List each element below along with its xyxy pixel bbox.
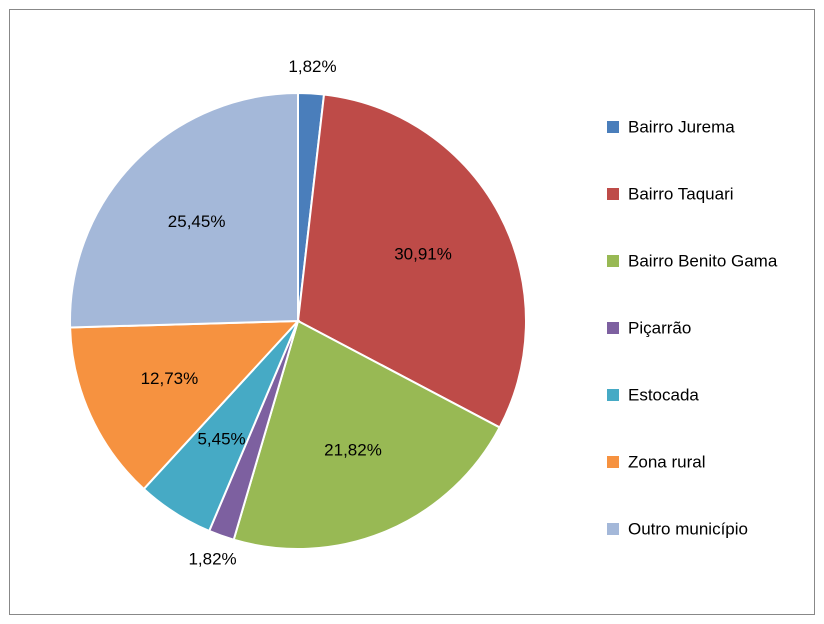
legend-label: Outro município [628,519,748,538]
data-label: 12,73% [141,369,199,388]
pie-slice [232,319,501,550]
legend-label: Estocada [628,385,699,404]
pie-slice [69,91,299,329]
legend-label: Bairro Taquari [628,184,734,203]
legend-label: Bairro Jurema [628,117,735,136]
data-label: 30,91% [394,245,452,264]
legend-label: Zona rural [628,452,705,471]
legend-swatch [607,389,619,401]
legend-swatch [607,255,619,267]
legend-swatch [607,456,619,468]
legend-swatch [607,188,619,200]
legend-swatch [607,523,619,535]
legend-label: Bairro Benito Gama [628,251,778,270]
data-label: 21,82% [324,441,382,460]
data-label: 25,45% [168,212,226,231]
data-label: 5,45% [197,429,245,448]
data-label: 1,82% [188,550,236,569]
legend-swatch [607,121,619,133]
data-label: 1,82% [288,57,336,76]
legend-swatch [607,322,619,334]
legend-label: Piçarrão [628,318,691,337]
pie-slice [296,93,527,429]
pie-slice [69,319,301,491]
